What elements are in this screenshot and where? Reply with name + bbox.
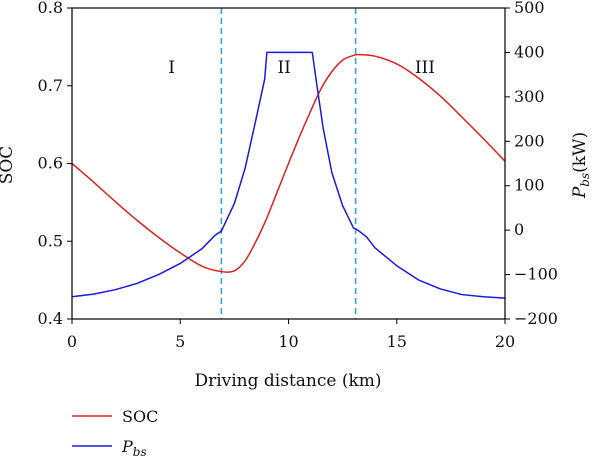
- region-dividers: [220, 8, 357, 319]
- y-axis-left-title: SOC: [0, 146, 17, 185]
- y-right-tick-label: −100: [514, 265, 558, 284]
- legend: SOC Pbs: [72, 407, 158, 458]
- y-right-tick-label: 300: [514, 87, 545, 106]
- y-axis-right-title-unit: (kW): [570, 132, 590, 173]
- x-axis-title: Driving distance (km): [194, 371, 381, 391]
- x-tick-label: 20: [495, 332, 515, 351]
- x-tick-label: 0: [67, 332, 77, 351]
- y-axis-right-title-sub: bs: [578, 173, 592, 187]
- legend-label-pbs: Pbs: [121, 437, 147, 458]
- tick-marks: [67, 7, 510, 324]
- legend-label-soc: SOC: [122, 407, 158, 426]
- y-left-tick-label: 0.4: [38, 309, 63, 328]
- region-label: III: [415, 58, 435, 78]
- region-labels: I II III: [168, 58, 435, 78]
- y-axis-right-title-main: P: [570, 186, 590, 199]
- x-tick-label: 15: [387, 332, 407, 351]
- y-right-tick-label: 400: [514, 42, 545, 61]
- region-label: II: [277, 58, 290, 78]
- legend-label-pbs-sub: bs: [133, 445, 147, 458]
- y-right-tick-label: −200: [514, 309, 558, 328]
- y-left-tick-label: 0.7: [38, 76, 63, 95]
- y-right-tick-label: 500: [514, 0, 545, 17]
- legend-label-pbs-main: P: [121, 437, 133, 456]
- y-left-tick-label: 0.8: [38, 0, 63, 17]
- x-tick-label: 10: [278, 332, 298, 351]
- y-right-tick-label: 0: [514, 220, 524, 239]
- tick-labels: 0 5 10 15 20 0.4 0.5 0.6 0.7 0.8 −200 −100 0 100 200 30…: [38, 0, 558, 351]
- x-tick-label: 5: [175, 332, 185, 351]
- y-left-tick-label: 0.6: [38, 154, 63, 173]
- y-left-tick-label: 0.5: [38, 231, 63, 250]
- y-right-tick-label: 200: [514, 131, 545, 150]
- series-line-soc: [71, 53, 506, 273]
- y-axis-right-title: Pbs(kW): [570, 132, 592, 199]
- series-line-pbs: [71, 51, 506, 299]
- series-lines: [71, 51, 506, 299]
- y-right-tick-label: 100: [514, 176, 545, 195]
- region-label: I: [168, 58, 175, 78]
